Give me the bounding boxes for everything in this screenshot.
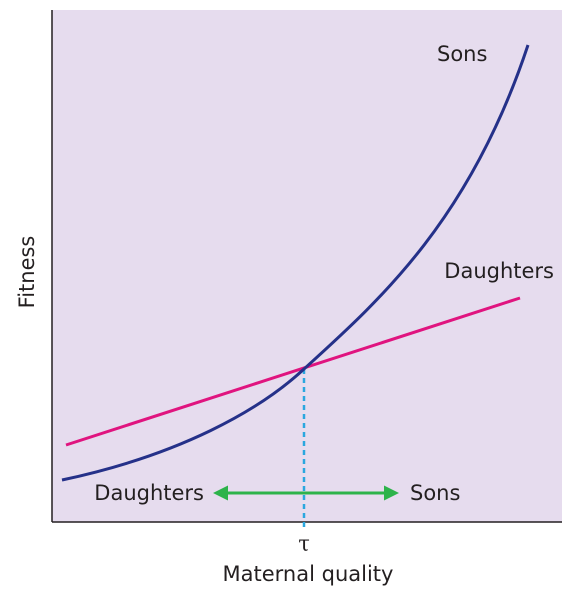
curve-label: Daughters [444, 259, 554, 283]
arrow-label: Sons [410, 481, 460, 505]
sons-curve [61, 44, 530, 482]
x-tick-label: τ [298, 532, 310, 556]
x-axis-label: Maternal quality [223, 562, 394, 586]
plot-area [52, 10, 562, 522]
daughters-curve [65, 296, 521, 447]
y-axis-label: Fitness [15, 236, 39, 309]
curve-label: Sons [437, 42, 487, 66]
arrow-label: Daughters [94, 481, 204, 505]
